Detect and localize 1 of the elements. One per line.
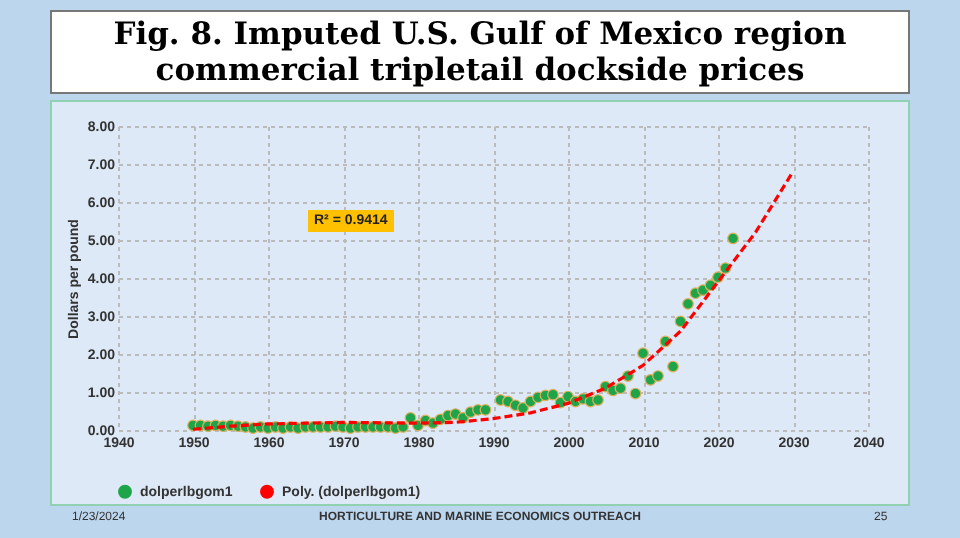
- chart-title: Fig. 8. Imputed U.S. Gulf of Mexico region commercial tripletail dockside prices: [50, 10, 910, 94]
